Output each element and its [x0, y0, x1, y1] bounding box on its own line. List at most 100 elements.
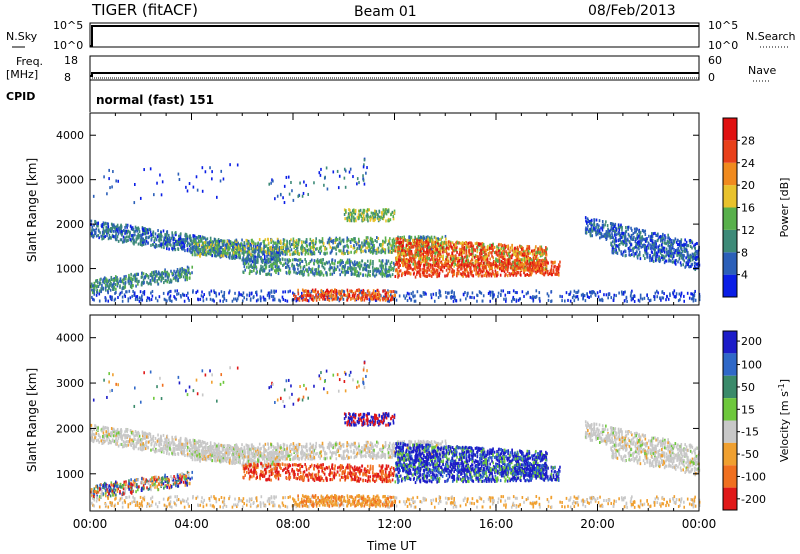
power-cell	[584, 228, 587, 232]
power-cell	[389, 237, 391, 241]
power-cell	[530, 268, 533, 272]
power-cell	[534, 269, 536, 273]
power-cell	[202, 241, 204, 245]
power-cell	[103, 223, 105, 227]
power-cell	[159, 234, 162, 238]
power-cell	[132, 241, 135, 245]
power-cell	[480, 250, 482, 254]
power-cell	[130, 277, 132, 281]
power-cell	[426, 246, 429, 250]
power-cell	[691, 252, 694, 256]
power-cell	[157, 270, 160, 274]
power-cell	[159, 273, 161, 277]
power-cell	[135, 272, 138, 276]
power-cell	[210, 241, 212, 245]
power-cell	[485, 253, 487, 257]
power-cell	[93, 281, 96, 285]
power-cell	[185, 269, 187, 273]
power-cell	[274, 259, 277, 263]
power-cell	[258, 238, 261, 242]
power-cell	[409, 241, 411, 245]
power-cell	[516, 246, 519, 250]
power-cell	[434, 240, 437, 244]
power-cell	[165, 272, 167, 276]
power-cell	[233, 253, 235, 257]
power-cell	[453, 272, 456, 276]
power-cell	[391, 210, 394, 214]
power-cell	[275, 255, 277, 259]
power-cell	[431, 272, 434, 276]
power-cell	[179, 240, 181, 244]
power-cell	[514, 271, 516, 275]
power-cell	[247, 262, 250, 266]
power-cell	[373, 211, 376, 215]
power-cell	[115, 234, 117, 238]
power-cell	[116, 284, 119, 288]
power-cell	[684, 243, 687, 247]
power-cell	[611, 222, 614, 226]
power-cell	[402, 246, 405, 250]
power-cell	[246, 239, 248, 243]
power-cell	[436, 262, 439, 266]
power-cell	[463, 245, 466, 249]
power-cell	[400, 274, 403, 278]
power-cell	[534, 263, 537, 267]
power-cell	[396, 269, 399, 273]
power-cell	[680, 240, 682, 244]
power-cell	[94, 284, 97, 288]
power-cell	[521, 247, 523, 251]
power-cell	[392, 261, 395, 265]
power-cell	[414, 267, 417, 271]
power-cell	[296, 245, 298, 249]
power-cell	[161, 234, 163, 238]
power-cell	[186, 241, 189, 245]
power-cell	[314, 272, 316, 276]
power-cell	[460, 253, 463, 257]
power-cell	[344, 217, 346, 221]
power-cell	[543, 267, 546, 271]
power-cell	[511, 262, 513, 266]
power-cell	[341, 238, 344, 242]
power-cell	[193, 234, 196, 238]
power-cell	[524, 259, 527, 263]
power-cell	[276, 257, 279, 261]
power-cell	[346, 249, 349, 253]
power-cell	[556, 269, 559, 273]
power-cell	[268, 248, 270, 252]
power-cell	[405, 260, 408, 264]
power-cell	[423, 249, 425, 253]
power-cell	[494, 251, 497, 255]
power-cell	[499, 249, 501, 253]
power-cell	[364, 266, 367, 270]
power-cell	[595, 231, 597, 235]
power-cell	[310, 250, 313, 254]
power-cell	[523, 268, 526, 272]
power-cell	[132, 236, 135, 240]
power-cell	[430, 274, 433, 278]
power-cell	[292, 239, 295, 243]
power-cell	[495, 264, 497, 268]
power-cell	[185, 271, 188, 275]
power-cell	[236, 244, 239, 248]
power-cell	[234, 256, 236, 260]
power-cell	[354, 263, 357, 267]
power-cell	[414, 275, 417, 279]
power-cell	[407, 251, 410, 255]
power-cell	[392, 268, 395, 272]
power-cell	[220, 254, 223, 258]
power-cell	[491, 251, 493, 255]
power-cell	[294, 250, 297, 254]
power-cell	[223, 239, 226, 243]
power-cell	[665, 250, 668, 254]
power-cell	[225, 252, 227, 256]
power-cell	[358, 261, 361, 265]
power-cell	[235, 248, 238, 252]
power-cell	[514, 262, 516, 266]
power-cell	[187, 270, 189, 274]
power-cell	[260, 250, 263, 254]
power-cell	[427, 252, 430, 256]
power-cell	[527, 268, 530, 272]
power-cell	[419, 252, 421, 256]
power-cell	[424, 254, 426, 258]
power-cell	[298, 258, 301, 262]
